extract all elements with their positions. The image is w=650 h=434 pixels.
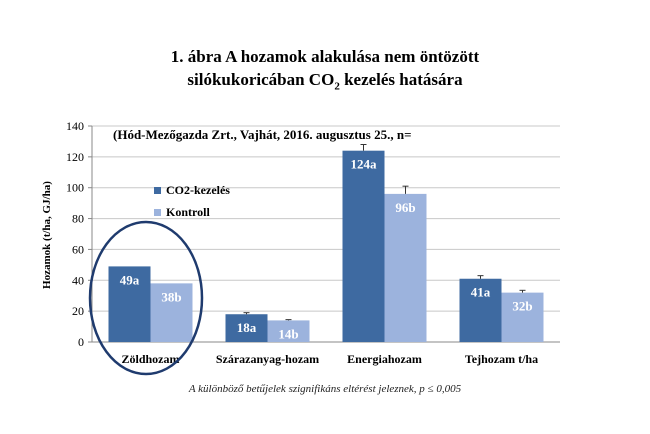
bar	[108, 266, 151, 342]
data-label: 38b	[161, 289, 181, 304]
x-tick-label: Zöldhozam	[121, 352, 179, 366]
chart-title-line-2: silókukoricában CO2 kezelés hatására	[187, 70, 463, 93]
y-tick-label: 140	[66, 119, 84, 133]
chart-title-line-1: 1. ábra A hozamok alakulása nem öntözött	[170, 47, 480, 66]
data-label: 18a	[237, 320, 257, 335]
legend-label: CO2-kezelés	[166, 183, 230, 197]
data-label: 49a	[120, 272, 140, 287]
y-axis-label: Hozamok (t/ha, GJ/ha)	[41, 181, 53, 289]
legend-swatch	[154, 209, 161, 216]
x-tick-label: Energiahozam	[347, 352, 422, 366]
highlight-ellipse	[88, 220, 204, 376]
bar	[342, 150, 385, 342]
data-label: 32b	[512, 299, 532, 314]
y-tick-label: 100	[66, 181, 84, 195]
y-tick-label: 20	[72, 304, 84, 318]
chart-subtitle: (Hód-Mezőgazda Zrt., Vajhát, 2016. augus…	[113, 127, 411, 142]
legend-label: Kontroll	[166, 205, 210, 219]
data-label: 96b	[395, 200, 415, 215]
legend-swatch	[154, 187, 161, 194]
footnote: A különböző betűjelek szignifikáns eltér…	[188, 383, 462, 395]
legend: CO2-kezelés Kontroll	[154, 183, 230, 219]
bar	[150, 283, 193, 342]
y-tick-label: 0	[78, 335, 84, 349]
data-label: 41a	[471, 285, 491, 300]
y-tick-label: 80	[72, 212, 84, 226]
y-tick-label: 40	[72, 273, 84, 287]
bar	[225, 314, 268, 342]
bar	[459, 278, 502, 342]
x-tick-label: Tejhozam t/ha	[465, 352, 538, 366]
x-tick-label: Szárazanyag-hozam	[216, 352, 319, 366]
y-tick-label: 60	[72, 242, 84, 256]
y-tick-label: 120	[66, 150, 84, 164]
bar	[384, 193, 427, 342]
bar	[501, 292, 544, 342]
data-label: 124a	[351, 157, 378, 172]
data-label: 14b	[278, 326, 298, 341]
bar	[267, 320, 310, 342]
bars: 49a 38b 18a 14b 124a 96b 41a 32b	[108, 144, 544, 342]
